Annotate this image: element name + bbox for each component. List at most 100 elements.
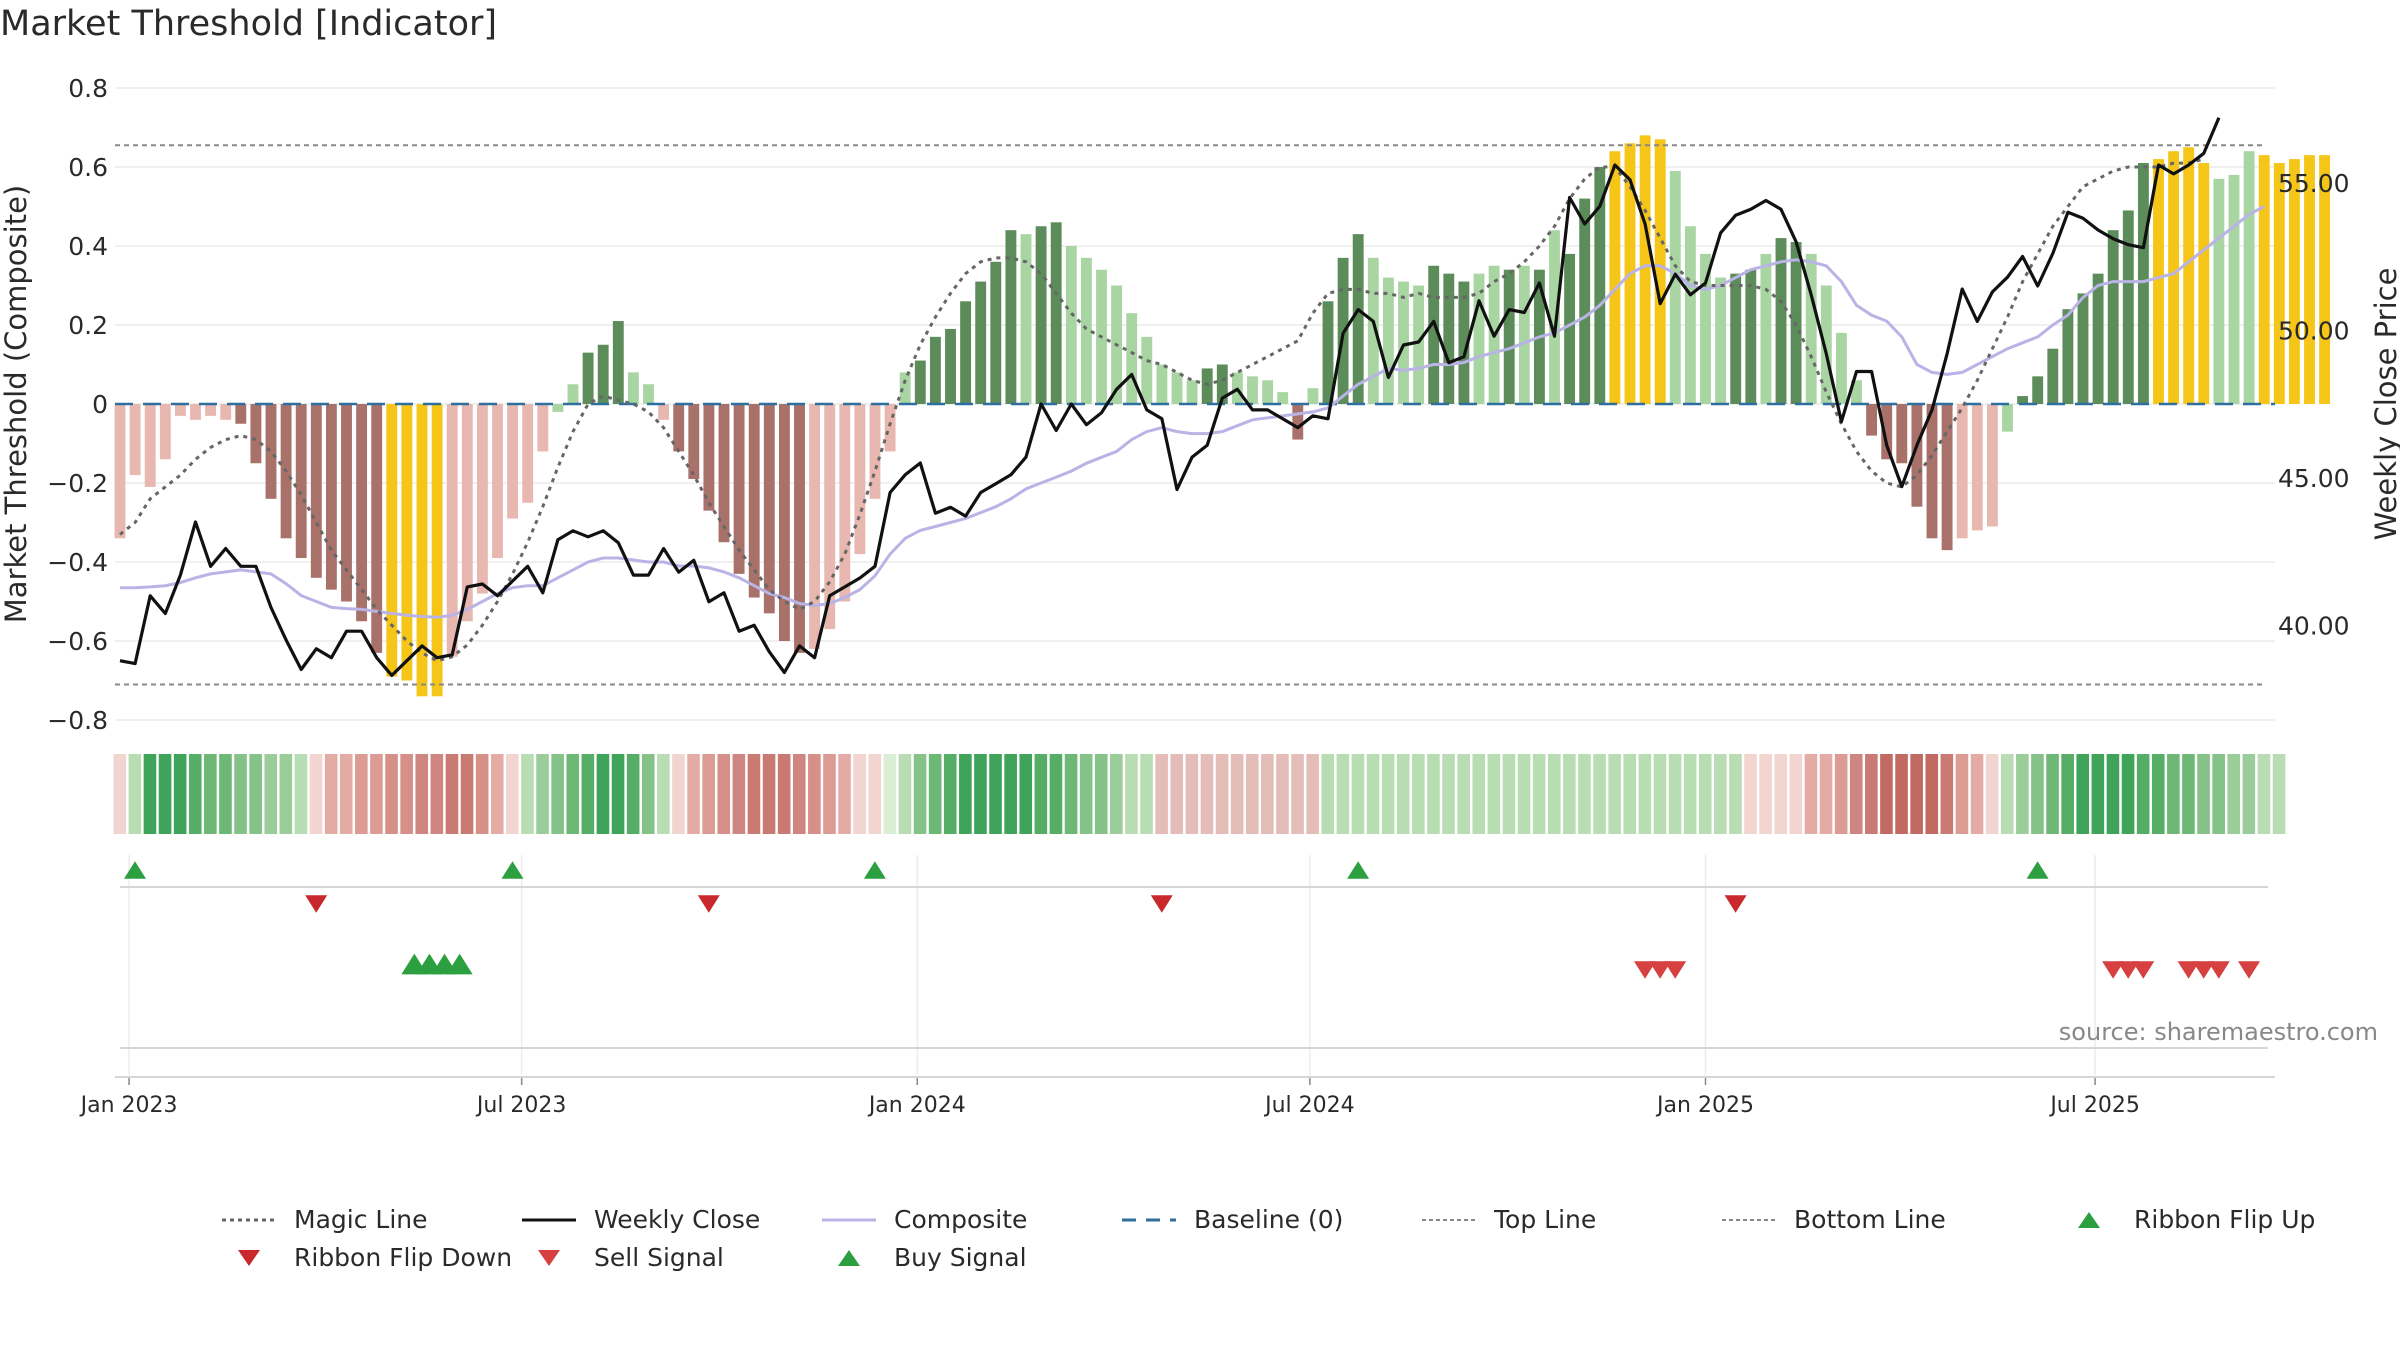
composite-bar [1443, 273, 1455, 404]
composite-bar [854, 404, 866, 555]
composite-bar [1156, 364, 1168, 404]
composite-bar [1201, 368, 1213, 404]
ribbon-cell [415, 754, 429, 834]
legend-item: Magic Line [220, 1205, 428, 1234]
ribbon-cell [385, 754, 398, 834]
ribbon-cell [1170, 754, 1184, 834]
composite-bar [1005, 230, 1017, 404]
ribbon-cell [1487, 754, 1501, 834]
ribbon-cell [913, 754, 927, 834]
ribbon-cell [1623, 754, 1637, 834]
y-tick-label: 0.8 [68, 74, 108, 103]
composite-bar [1549, 230, 1560, 404]
ribbon-cell [1789, 754, 1803, 834]
ribbon-cell [868, 754, 882, 834]
composite-bar [1654, 139, 1666, 404]
composite-bar [2122, 210, 2134, 404]
composite-bar [1564, 253, 1576, 404]
composite-bar [1352, 234, 1364, 404]
composite-bar [220, 404, 232, 420]
composite-bar [507, 404, 519, 519]
composite-bar [250, 404, 262, 464]
x-tick-label: Jan 2023 [79, 1093, 178, 1118]
composite-bar [2258, 155, 2270, 404]
ribbon-strip [113, 754, 2286, 834]
ribbon-cell [808, 754, 821, 834]
ribbon-cell [1245, 754, 1259, 834]
legend-label: Bottom Line [1794, 1205, 1946, 1234]
composite-bar [2273, 163, 2285, 404]
ribbon-cell [1502, 754, 1516, 834]
ribbon-cell [430, 754, 444, 834]
ribbon-cell [1638, 754, 1652, 834]
ribbon-cell [611, 754, 625, 834]
composite-bar [809, 404, 821, 649]
chart-title: Market Threshold [Indicator] [0, 4, 498, 44]
source-label: source: sharemaestro.com [2059, 1018, 2378, 1046]
ribbon-cell [2257, 754, 2271, 834]
composite-bar [2319, 155, 2331, 404]
ribbon-cell [1744, 754, 1757, 834]
composite-bar [1971, 404, 1983, 531]
ribbon-cell [641, 754, 655, 834]
ribbon-flip-down-marker [1724, 895, 1747, 913]
composite-bar [1941, 404, 1953, 551]
ribbon-cell [1094, 754, 1108, 834]
ribbon-cell [460, 754, 474, 834]
composite-bar [899, 372, 911, 404]
ribbon-cell [1396, 754, 1410, 834]
ribbon-cell [521, 754, 534, 834]
composite-bar [1473, 273, 1485, 404]
x-tick-label: Jan 2025 [1655, 1093, 1754, 1118]
ribbon-cell [792, 754, 806, 834]
composite-bar [1428, 265, 1440, 404]
composite-bar [341, 404, 352, 602]
ribbon-cell [1849, 754, 1863, 834]
composite-bar [1141, 336, 1153, 404]
legend-symbol [238, 1249, 260, 1266]
legend-label: Baseline (0) [1194, 1205, 1344, 1234]
ribbon-cell [928, 754, 942, 834]
composite-bar [2228, 174, 2240, 404]
ribbon-flip-up-marker [501, 861, 524, 879]
composite-bar [522, 404, 534, 503]
ribbon-cell [1034, 754, 1048, 834]
buy-signal-marker [446, 953, 473, 975]
composite-bar [748, 404, 760, 598]
composite-bars [114, 135, 2331, 697]
ribbon-cell [1230, 754, 1244, 834]
ribbon-cell [1064, 754, 1078, 834]
composite-bar [1896, 404, 1908, 464]
composite-bar [1413, 285, 1425, 404]
legend-label: Weekly Close [594, 1205, 761, 1234]
composite-bar [824, 404, 836, 630]
ribbon-cell [777, 754, 791, 834]
composite-bar [1715, 277, 1727, 404]
ribbon-cell [1683, 754, 1697, 834]
ribbon-cell [1895, 754, 1908, 834]
ribbon-cell [339, 754, 353, 834]
composite-bar [658, 404, 670, 420]
composite-bar [1367, 257, 1379, 404]
legend-label: Buy Signal [894, 1243, 1027, 1272]
ribbon-cell [445, 754, 459, 834]
composite-bar [884, 404, 896, 452]
composite-bar [1579, 198, 1591, 404]
y2-axis-label: Weekly Close Price [2369, 268, 2400, 541]
sell-signal-marker [2207, 961, 2230, 979]
ribbon-cell [2242, 754, 2256, 834]
ribbon-cell [1185, 754, 1199, 834]
composite-bar [643, 384, 654, 404]
y-tick-label: 0 [92, 390, 108, 419]
legend-item: Buy Signal [820, 1243, 1027, 1272]
ribbon-cell [1819, 754, 1833, 834]
weekly-close-line [119, 117, 2221, 677]
composite-bar [990, 261, 1002, 404]
sell-signal-marker [2238, 961, 2260, 979]
ribbon-cell [657, 754, 670, 834]
composite-bar [1805, 253, 1817, 404]
ribbon-cell [1004, 754, 1017, 834]
ribbon-flip-up-marker [1347, 861, 1370, 879]
ribbon-cell [2091, 754, 2105, 834]
